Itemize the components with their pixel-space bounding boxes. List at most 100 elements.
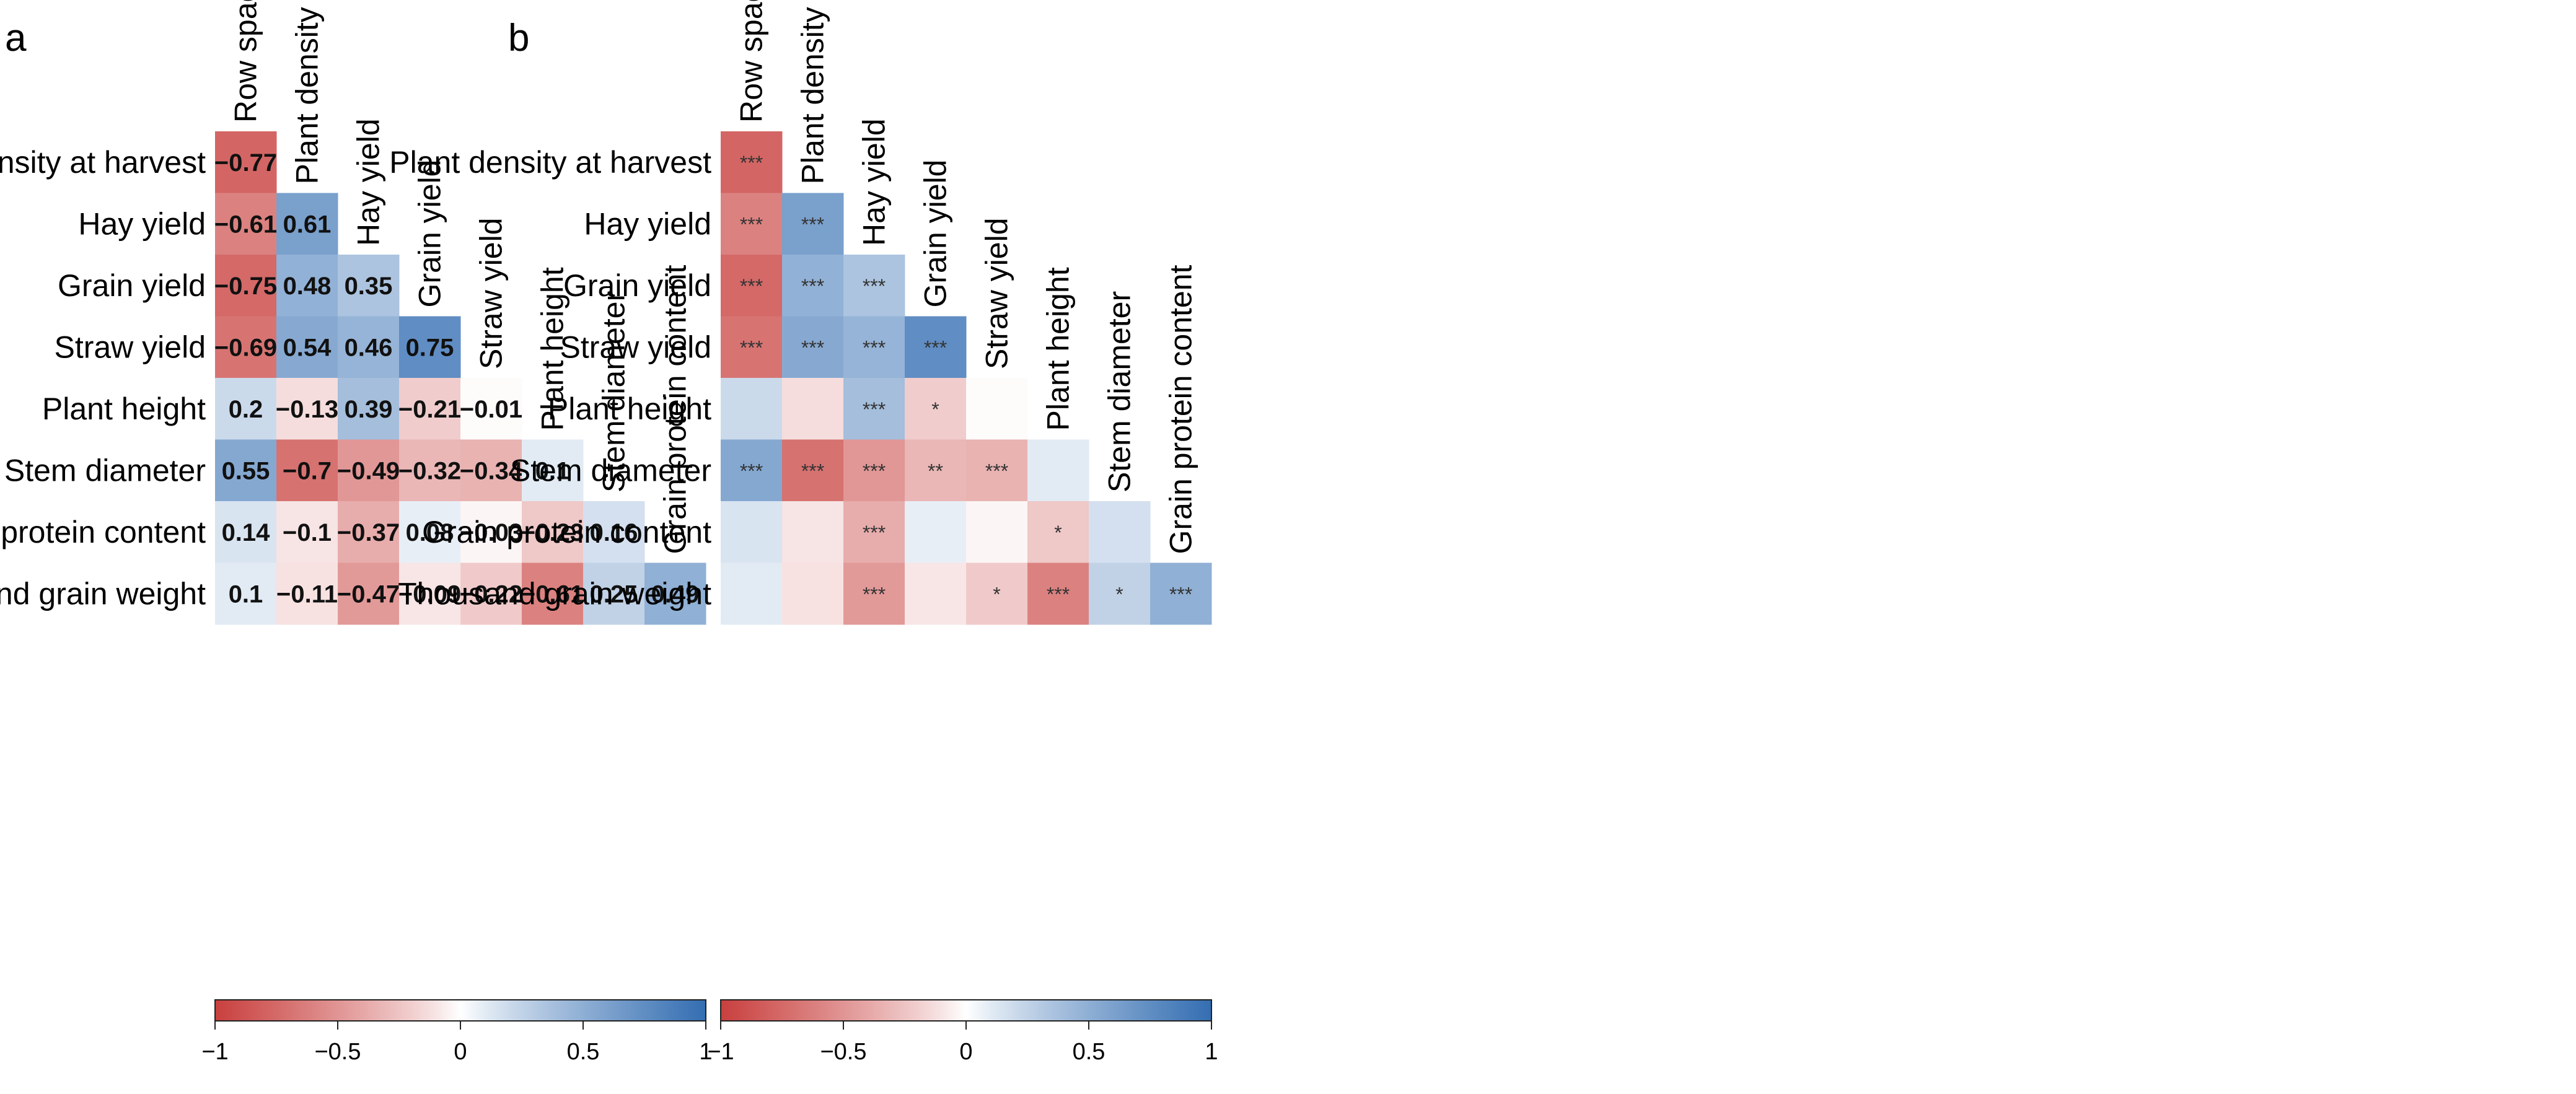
panel-letter: a bbox=[5, 17, 27, 59]
heatmap-cell bbox=[338, 378, 400, 440]
heatmap-cell bbox=[1027, 439, 1089, 502]
panel-letter: b bbox=[508, 17, 529, 59]
row-label: Stem diameter bbox=[510, 453, 711, 488]
col-label: Plant height bbox=[535, 267, 570, 431]
heatmap-cell bbox=[583, 501, 645, 563]
panel-b: b Plant density at harvest Hay yield Grain … bbox=[389, 0, 1218, 1065]
cell-value-label: −0.7 bbox=[283, 457, 332, 484]
significance-marker: * bbox=[931, 398, 939, 421]
significance-marker: *** bbox=[863, 398, 886, 421]
heatmap-cell bbox=[721, 316, 783, 379]
row-label: Thousand grain weight bbox=[0, 576, 206, 611]
heatmap-cell bbox=[843, 255, 905, 317]
heatmap-cell bbox=[843, 439, 905, 502]
cell-value-label: 0.35 bbox=[345, 273, 393, 300]
row-label: Straw yield bbox=[560, 330, 711, 364]
col-label: Row spacing bbox=[734, 0, 769, 123]
heatmap-cell bbox=[276, 316, 338, 379]
row-label: Grain yield bbox=[58, 268, 206, 303]
col-label: Hay yield bbox=[857, 118, 892, 246]
cell-value-label: 0.16 bbox=[590, 519, 638, 546]
heatmap-cell bbox=[843, 316, 905, 379]
heatmap-cell bbox=[1027, 501, 1089, 563]
heatmap-cell bbox=[782, 439, 844, 502]
colorbar bbox=[214, 999, 706, 1022]
cell-value-label: −0.23 bbox=[521, 519, 584, 546]
significance-marker: *** bbox=[740, 213, 763, 235]
cell-value-label: 0.75 bbox=[406, 334, 454, 361]
significance-marker: *** bbox=[863, 583, 886, 605]
heatmap-cell bbox=[338, 562, 400, 625]
heatmap-cell bbox=[276, 255, 338, 317]
heatmap-cell bbox=[522, 501, 584, 563]
row-label: Plant height bbox=[548, 392, 711, 426]
row-label: Grain protein content bbox=[422, 515, 711, 549]
cell-value-label: −0.47 bbox=[337, 580, 400, 608]
heatmap-cell bbox=[1089, 501, 1151, 563]
significance-marker: * bbox=[1115, 583, 1123, 605]
cell-value-label: 0.25 bbox=[590, 580, 638, 608]
significance-marker: ** bbox=[928, 460, 943, 482]
cell-value-label: −0.21 bbox=[398, 396, 461, 423]
colorbar-tick-label: −1 bbox=[201, 1039, 228, 1065]
row-label: Grain protein content bbox=[0, 515, 206, 549]
cell-value-label: 0.1 bbox=[535, 457, 570, 484]
heatmap-cell bbox=[905, 439, 967, 502]
row-label: Thousand grain weight bbox=[398, 576, 711, 611]
significance-marker: *** bbox=[863, 336, 886, 359]
significance-marker: *** bbox=[863, 275, 886, 297]
heatmap-cell bbox=[782, 255, 844, 317]
heatmap-cell bbox=[276, 501, 338, 563]
col-label: Plant density at harvest bbox=[290, 0, 325, 185]
heatmap-cell bbox=[966, 501, 1028, 563]
row-label: Stem diameter bbox=[4, 453, 206, 488]
colorbar-tick-label: 0 bbox=[454, 1039, 467, 1065]
cell-value-label: 0.08 bbox=[406, 519, 454, 546]
heatmap-cell bbox=[843, 378, 905, 440]
heatmap-cell bbox=[215, 193, 277, 255]
heatmap-cell bbox=[399, 562, 461, 625]
heatmap-cell bbox=[782, 562, 844, 625]
heatmap-cell bbox=[399, 316, 461, 379]
cell-value-label: 0.2 bbox=[229, 396, 263, 423]
heatmap-cell bbox=[276, 562, 338, 625]
col-label: Row spacing bbox=[229, 0, 263, 123]
heatmap-cell bbox=[460, 439, 522, 502]
heatmap-cell bbox=[522, 439, 584, 502]
cell-value-label: 0.1 bbox=[229, 580, 263, 608]
heatmap-cell bbox=[583, 562, 645, 625]
heatmap-cell bbox=[905, 378, 967, 440]
heatmap-cell bbox=[215, 131, 277, 193]
col-label: Grain protein content bbox=[658, 265, 693, 554]
heatmap-cell bbox=[966, 439, 1028, 502]
cell-value-label: −0.77 bbox=[214, 149, 277, 177]
row-label: Plant height bbox=[42, 392, 206, 426]
colorbar bbox=[720, 999, 1212, 1022]
heatmap-cell bbox=[843, 501, 905, 563]
row-label: Plant density at harvest bbox=[389, 145, 711, 180]
significance-marker: *** bbox=[740, 152, 763, 174]
cell-value-label: 0.14 bbox=[222, 519, 271, 546]
row-label: Plant density at harvest bbox=[0, 145, 206, 180]
heatmap-cell bbox=[460, 501, 522, 563]
row-label: Hay yield bbox=[78, 206, 206, 241]
heatmap-cell bbox=[276, 193, 338, 255]
heatmap-cell bbox=[721, 562, 783, 625]
cell-value-label: −0.61 bbox=[521, 580, 584, 608]
heatmap-cell bbox=[782, 316, 844, 379]
cell-value-label: −0.1 bbox=[283, 519, 332, 546]
col-label: Plant density at harvest bbox=[796, 0, 830, 185]
row-label: Straw yield bbox=[54, 330, 206, 364]
heatmap-cell bbox=[905, 316, 967, 379]
significance-marker: *** bbox=[1047, 583, 1070, 605]
cell-value-label: −0.75 bbox=[214, 273, 277, 300]
cell-value-label: 0.54 bbox=[283, 334, 332, 361]
col-label: Hay yield bbox=[351, 118, 386, 246]
heatmap-cell bbox=[721, 255, 783, 317]
heatmap-cell bbox=[782, 378, 844, 440]
colorbar-tick-label: 0 bbox=[959, 1039, 972, 1065]
cell-value-label: −0.03 bbox=[460, 519, 522, 546]
heatmap-cell bbox=[460, 562, 522, 625]
row-label: Grain yield bbox=[563, 268, 711, 303]
